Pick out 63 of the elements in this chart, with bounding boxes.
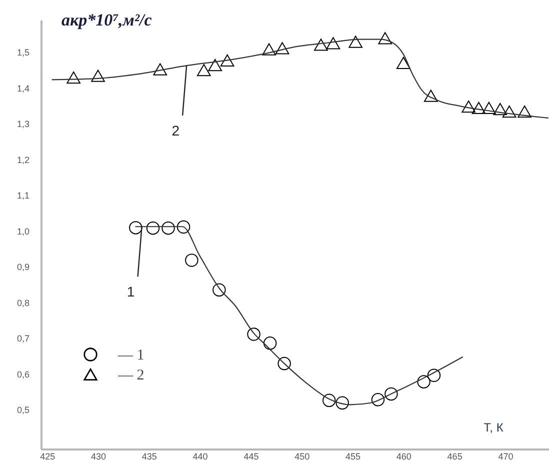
y-tick-label: 1,1 bbox=[16, 190, 30, 201]
point bbox=[275, 42, 290, 54]
point bbox=[314, 38, 328, 51]
point bbox=[378, 32, 392, 44]
x-tick-label: 425 bbox=[40, 452, 56, 460]
legend-label: — 2 bbox=[117, 368, 144, 384]
point bbox=[220, 54, 234, 66]
point bbox=[396, 56, 410, 69]
point bbox=[91, 70, 105, 82]
point bbox=[384, 387, 398, 401]
y-tick-label: 1,4 bbox=[16, 83, 30, 94]
point bbox=[493, 102, 508, 116]
y-axis-title: aкр*10⁷,м²/с bbox=[62, 10, 152, 30]
y-tick-label: 0,8 bbox=[16, 298, 30, 308]
y-tick-label: 1,5 bbox=[16, 48, 30, 58]
point bbox=[262, 43, 276, 56]
point bbox=[176, 220, 190, 234]
point bbox=[185, 254, 198, 267]
point bbox=[322, 394, 336, 407]
point bbox=[462, 100, 476, 113]
legend-label: — 1 bbox=[117, 348, 144, 364]
point bbox=[146, 221, 160, 235]
point bbox=[502, 105, 516, 118]
point bbox=[427, 368, 441, 382]
point bbox=[424, 90, 438, 102]
point bbox=[196, 64, 211, 76]
y-tick-label: 1,3 bbox=[16, 119, 30, 130]
x-tick-label: 445 bbox=[244, 452, 259, 460]
x-tick-label: 430 bbox=[90, 452, 106, 460]
x-tick-label: 465 bbox=[447, 452, 462, 460]
point bbox=[518, 105, 532, 118]
x-tick-label: 455 bbox=[346, 452, 361, 460]
y-tick-label: 0,9 bbox=[16, 262, 30, 272]
y-tick-label: 0,5 bbox=[16, 405, 30, 416]
point bbox=[482, 102, 496, 114]
x-tick-label: 435 bbox=[142, 452, 157, 460]
point bbox=[162, 221, 175, 235]
y-tick-label: 0,7 bbox=[16, 334, 30, 344]
point bbox=[472, 102, 486, 114]
point bbox=[371, 393, 385, 406]
annotation: 1 bbox=[126, 284, 135, 300]
point bbox=[263, 336, 277, 350]
point bbox=[336, 396, 349, 410]
y-tick-label: 0,6 bbox=[16, 369, 30, 380]
point bbox=[153, 63, 168, 76]
point bbox=[417, 375, 430, 388]
x-tick-label: 440 bbox=[192, 452, 208, 460]
point bbox=[326, 37, 340, 50]
line-series bbox=[135, 226, 464, 406]
point bbox=[129, 221, 142, 234]
y-tick-label: 1,2 bbox=[16, 154, 30, 165]
x-tick-label: 460 bbox=[396, 452, 412, 460]
point bbox=[278, 356, 291, 370]
x-axis-title: Т, К bbox=[484, 420, 504, 434]
point bbox=[208, 58, 222, 72]
point bbox=[247, 328, 260, 341]
x-tick-label: 450 bbox=[294, 452, 310, 460]
y-tick-label: 1,0 bbox=[16, 226, 30, 236]
x-tick-label: 470 bbox=[498, 452, 514, 460]
point bbox=[348, 36, 362, 48]
point bbox=[66, 71, 80, 84]
point bbox=[212, 283, 226, 297]
annotation: 2 bbox=[172, 122, 180, 138]
